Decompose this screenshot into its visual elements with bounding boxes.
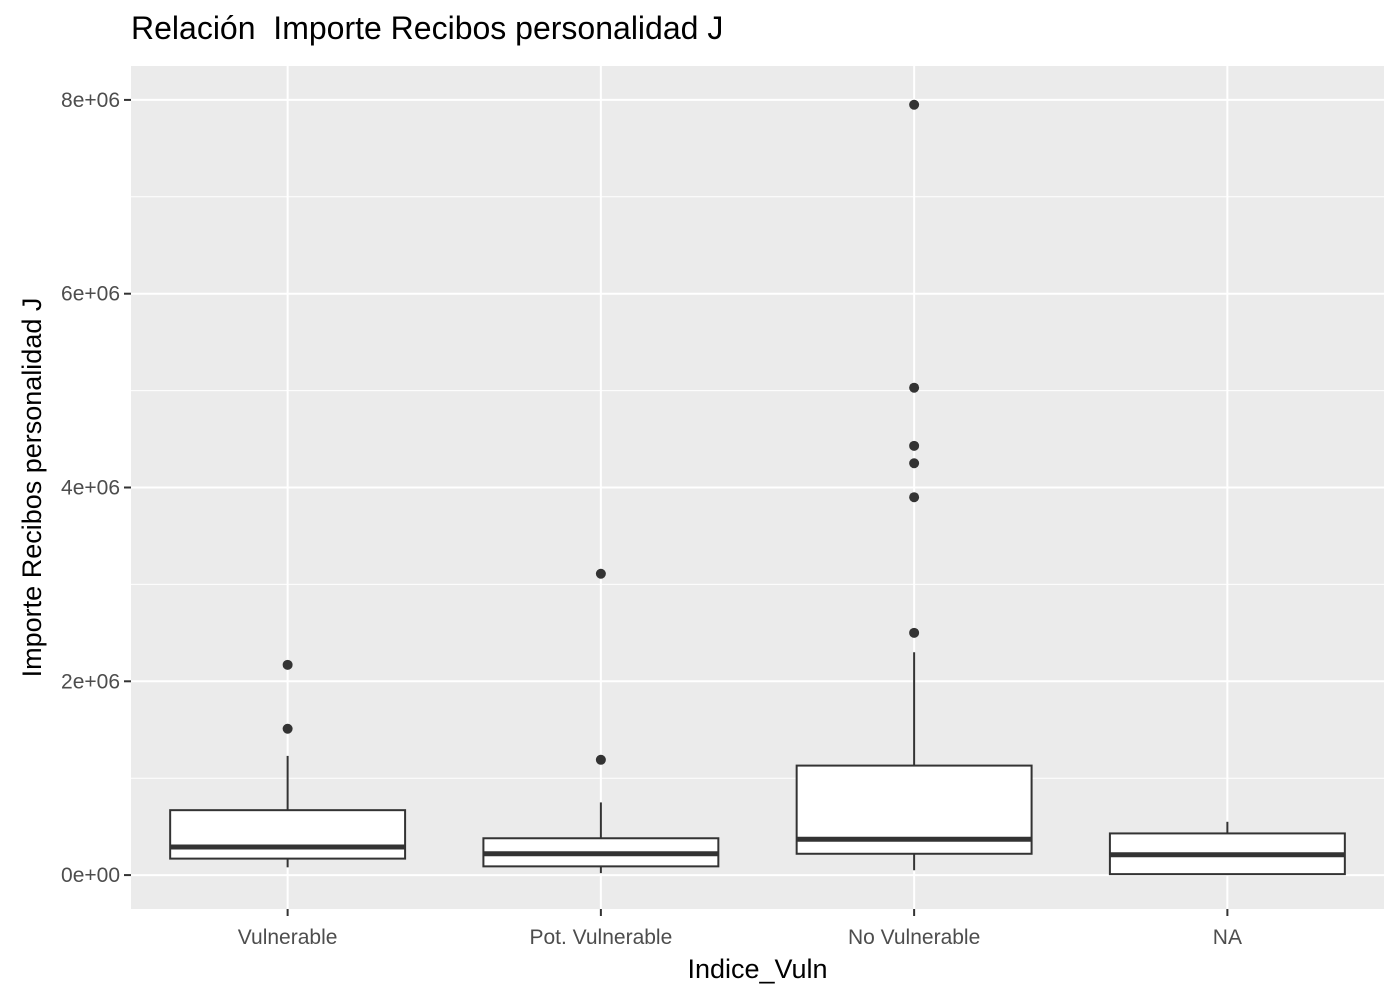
outlier-point bbox=[909, 492, 920, 503]
outlier-point bbox=[282, 659, 293, 670]
y-tick-label: 6e+06 bbox=[61, 283, 120, 306]
box-series bbox=[169, 99, 1346, 876]
x-tick-label: NA bbox=[1213, 926, 1242, 949]
x-axis-title: Indice_Vuln bbox=[687, 954, 827, 984]
iqr-box bbox=[169, 809, 407, 860]
y-tick-label: 0e+00 bbox=[61, 864, 120, 887]
outlier-point bbox=[909, 627, 920, 638]
box-pot-vulnerable bbox=[482, 568, 720, 874]
outlier-point bbox=[595, 568, 606, 579]
box-na bbox=[1108, 821, 1346, 876]
outlier-point bbox=[909, 382, 920, 393]
box-vulnerable bbox=[169, 659, 407, 868]
outlier-point bbox=[909, 458, 920, 469]
outlier-point bbox=[595, 754, 606, 765]
box-no-vulnerable bbox=[795, 99, 1033, 871]
y-tick-label: 2e+06 bbox=[61, 670, 120, 693]
x-tick-label: Vulnerable bbox=[238, 926, 338, 949]
x-axis-ticks: Vulnerable Pot. Vulnerable No Vulnerable NA bbox=[238, 909, 1242, 949]
x-tick-label: Pot. Vulnerable bbox=[529, 926, 672, 949]
chart-title: Relación Importe Recibos personalidad J bbox=[131, 10, 724, 46]
y-tick-label: 8e+06 bbox=[61, 89, 120, 112]
outlier-point bbox=[282, 723, 293, 734]
y-tick-label: 4e+06 bbox=[61, 477, 120, 500]
y-axis-title: Importe Recibos personalidad J bbox=[17, 298, 47, 678]
outlier-point bbox=[909, 99, 920, 110]
y-axis-ticks: 0e+00 2e+06 4e+06 6e+06 8e+06 bbox=[61, 89, 131, 887]
x-tick-label: No Vulnerable bbox=[848, 926, 980, 949]
outlier-point bbox=[909, 440, 920, 451]
